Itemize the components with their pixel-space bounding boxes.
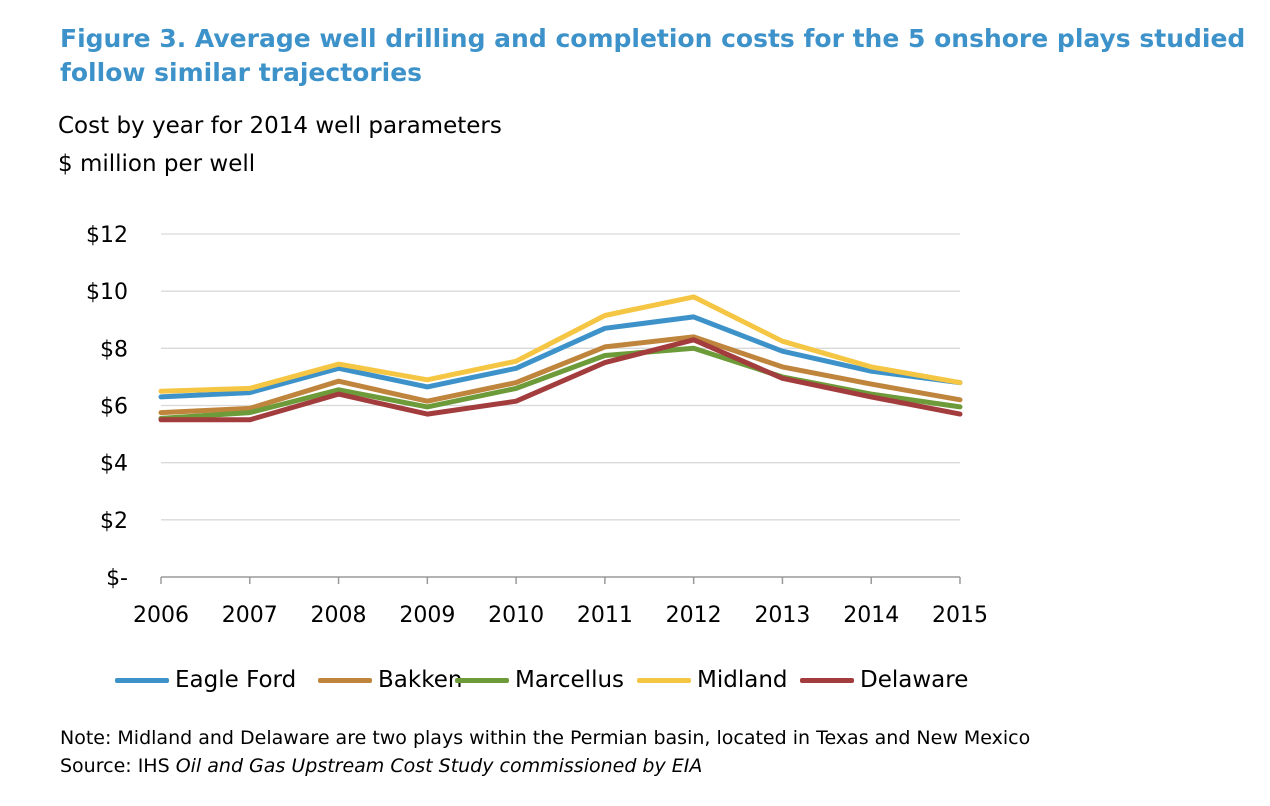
legend-label: Eagle Ford (175, 667, 297, 693)
y-tick-label: $2 (100, 509, 128, 534)
x-tick-label: 2009 (399, 603, 455, 628)
legend-item: Eagle Ford (115, 662, 296, 698)
chart-note: Note: Midland and Delaware are two plays… (60, 727, 1031, 749)
legend-swatch (115, 677, 169, 683)
chart-subtitle: Cost by year for 2014 well parameters (58, 113, 502, 139)
x-tick-label: 2012 (666, 603, 722, 628)
legend-label: Midland (697, 667, 788, 693)
chart-legend: Eagle Ford Bakken Marcellus Midland Delaware (0, 662, 1270, 698)
legend-label: Marcellus (515, 667, 625, 693)
line-chart: $- $2 $4 $6 $8 $10 $12 2006 2007 2008 2009 2010 201… (86, 223, 988, 628)
source-prefix: Source: IHS (60, 755, 176, 777)
legend-swatch (637, 677, 691, 683)
x-tick-label: 2014 (843, 603, 899, 628)
x-tick-label: 2008 (311, 603, 367, 628)
legend-item: Midland (637, 662, 788, 698)
series-line-bakken (158, 334, 963, 416)
legend-item: Bakken (318, 662, 462, 698)
source-title: Oil and Gas Upstream Cost Study commissi… (175, 755, 703, 777)
x-tick-label: 2013 (754, 603, 810, 628)
legend-item: Marcellus (455, 662, 624, 698)
y-axis-unit-label: $ million per well (58, 151, 256, 177)
legend-swatch (455, 677, 509, 683)
y-tick-label: $8 (100, 337, 128, 362)
legend-swatch (800, 677, 854, 683)
series-line-eagle-ford (158, 314, 963, 400)
x-tick-label: 2007 (222, 603, 278, 628)
series-lines (158, 294, 963, 423)
x-axis (160, 576, 961, 584)
series-line-midland (158, 294, 963, 394)
legend-label: Delaware (860, 667, 969, 693)
x-tick-label: 2011 (577, 603, 633, 628)
series-line-delaware (158, 337, 963, 423)
y-tick-label: $- (106, 566, 128, 591)
x-tick-label: 2015 (932, 603, 988, 628)
chart-source: Source: IHS Oil and Gas Upstream Cost St… (60, 753, 702, 779)
legend-swatch (318, 677, 372, 683)
y-tick-label: $4 (100, 452, 128, 477)
x-tick-label: 2006 (133, 603, 189, 628)
figure-title: Figure 3. Average well drilling and comp… (60, 24, 1246, 87)
y-tick-label: $10 (86, 280, 128, 305)
y-tick-label: $12 (86, 223, 128, 248)
y-tick-label: $6 (100, 395, 128, 420)
gridlines (161, 233, 960, 521)
x-tick-label: 2010 (488, 603, 544, 628)
legend-item: Delaware (800, 662, 968, 698)
legend-label: Bakken (378, 667, 463, 693)
y-axis-tick-labels: $- $2 $4 $6 $8 $10 $12 (86, 223, 128, 591)
x-axis-tick-labels: 2006 2007 2008 2009 2010 2011 2012 2013 2014 2015 (133, 603, 988, 628)
